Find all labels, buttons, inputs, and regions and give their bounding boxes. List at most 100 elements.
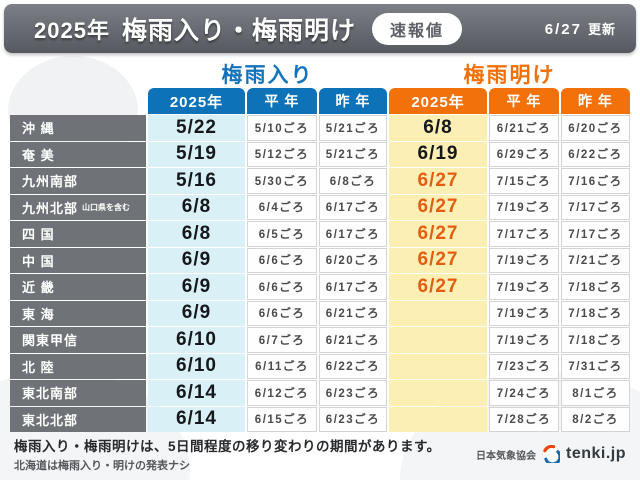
header-year: 2025年 bbox=[34, 17, 110, 43]
region-label: 東北南部 bbox=[22, 386, 79, 402]
rainy-start-2025-cell: 6/10 bbox=[148, 353, 245, 379]
rainy-end-average-cell: 7/19ごろ bbox=[489, 247, 559, 273]
rainy-start-lastyear-cell: 6/22ごろ bbox=[319, 353, 387, 379]
page-title: 梅雨入り・梅雨明け bbox=[121, 16, 356, 45]
rainy-season-table: 梅雨入り 梅雨明け 2025年 平 年 昨 年 2025年 平 年 昨 年 沖 … bbox=[10, 61, 630, 432]
rainy-end-2025-cell bbox=[389, 327, 487, 353]
rainy-end-lastyear-cell: 7/18ごろ bbox=[561, 327, 630, 353]
rainy-start-2025-cell: 6/9 bbox=[148, 274, 245, 300]
region-label: 中 国 bbox=[22, 253, 55, 269]
region-cell: 東 海 bbox=[10, 300, 146, 326]
rainy-start-2025-cell: 6/8 bbox=[148, 194, 245, 220]
rainy-start-2025-cell: 6/14 bbox=[148, 380, 245, 406]
updated-date: 6/27 更新 bbox=[545, 19, 616, 38]
footnote-hokkaido: 北海道は梅雨入り・明けの発表ナシ bbox=[14, 460, 190, 472]
col-header-in-avg: 平 年 bbox=[247, 88, 317, 114]
footer: 梅雨入り・梅雨明けは、5日間程度の移り変わりの期間があります。 北海道は梅雨入り… bbox=[14, 433, 630, 475]
region-label: 北 陸 bbox=[22, 359, 55, 375]
rainy-start-2025-cell: 6/9 bbox=[148, 247, 245, 273]
brand-name: tenki.jp bbox=[565, 445, 626, 462]
rainy-end-average-cell: 6/29ごろ bbox=[489, 141, 559, 167]
brand-block: 日本気象協会 tenki.jp bbox=[476, 445, 630, 463]
region-cell: 東北北部 bbox=[10, 406, 146, 432]
rainy-end-average-cell: 7/19ごろ bbox=[489, 327, 559, 353]
rainy-start-average-cell: 6/4ごろ bbox=[247, 194, 317, 220]
rainy-end-lastyear-cell: 7/16ごろ bbox=[561, 168, 630, 194]
agency-label: 日本気象協会 bbox=[475, 450, 536, 462]
region-label: 九州北部 bbox=[22, 200, 79, 216]
rainy-end-2025-cell bbox=[389, 300, 487, 326]
rainy-start-lastyear-cell: 6/17ごろ bbox=[319, 274, 387, 300]
group-title-rainy-start: 梅雨入り bbox=[221, 64, 314, 87]
rainy-end-2025-cell: 6/27 bbox=[389, 247, 487, 273]
region-cell: 北 陸 bbox=[10, 353, 146, 379]
col-header-in-last: 昨 年 bbox=[319, 88, 387, 114]
rainy-start-2025-cell: 6/9 bbox=[148, 300, 245, 326]
region-cell: 九州北部 山口県を含む bbox=[10, 194, 146, 220]
rainy-start-average-cell: 5/10ごろ bbox=[247, 115, 317, 141]
rainy-start-2025-cell: 5/22 bbox=[148, 115, 245, 141]
rainy-end-average-cell: 7/28ごろ bbox=[489, 406, 559, 432]
rainy-end-2025-cell: 6/19 bbox=[389, 141, 487, 167]
region-label: 東北北部 bbox=[22, 412, 79, 428]
header-bar: 2025年 梅雨入り・梅雨明け 速報値 6/27 更新 bbox=[4, 4, 636, 53]
rainy-end-average-cell: 6/21ごろ bbox=[489, 115, 559, 141]
updated-label: 更新 bbox=[587, 22, 616, 37]
tenki-jp-logo-icon bbox=[542, 445, 560, 463]
rainy-start-lastyear-cell: 6/17ごろ bbox=[319, 194, 387, 220]
rainy-start-lastyear-cell: 6/8ごろ bbox=[319, 168, 387, 194]
col-header-in-2025: 2025年 bbox=[148, 88, 245, 114]
rainy-start-2025-cell: 6/14 bbox=[148, 406, 245, 432]
region-cell: 四 国 bbox=[10, 221, 146, 247]
rainy-end-average-cell: 7/19ごろ bbox=[489, 194, 559, 220]
rainy-end-2025-cell bbox=[389, 406, 487, 432]
rainy-start-2025-cell: 6/8 bbox=[148, 221, 245, 247]
rainy-start-2025-cell: 5/16 bbox=[148, 168, 245, 194]
region-cell: 関東甲信 bbox=[10, 327, 146, 353]
region-cell: 東北南部 bbox=[10, 380, 146, 406]
region-label: 沖 縄 bbox=[22, 121, 55, 137]
region-label: 四 国 bbox=[22, 227, 55, 243]
rainy-end-lastyear-cell: 6/20ごろ bbox=[561, 115, 630, 141]
rainy-start-average-cell: 6/6ごろ bbox=[247, 274, 317, 300]
region-label: 九州南部 bbox=[22, 174, 79, 190]
rainy-start-2025-cell: 5/19 bbox=[148, 141, 245, 167]
rainy-start-average-cell: 6/6ごろ bbox=[247, 300, 317, 326]
footnote-transition-period: 梅雨入り・梅雨明けは、5日間程度の移り変わりの期間があります。 bbox=[14, 439, 441, 454]
rainy-end-average-cell: 7/15ごろ bbox=[489, 168, 559, 194]
rainy-start-average-cell: 6/7ごろ bbox=[247, 327, 317, 353]
rainy-start-average-cell: 6/15ごろ bbox=[247, 406, 317, 432]
rainy-end-2025-cell bbox=[389, 353, 487, 379]
spacer bbox=[10, 61, 146, 87]
rainy-end-lastyear-cell: 8/1ごろ bbox=[561, 380, 630, 406]
col-header-out-2025: 2025年 bbox=[389, 88, 487, 114]
rainy-end-lastyear-cell: 8/2ごろ bbox=[561, 406, 630, 432]
rainy-end-average-cell: 7/24ごろ bbox=[489, 380, 559, 406]
table-area: 梅雨入り 梅雨明け 2025年 平 年 昨 年 2025年 平 年 昨 年 沖 … bbox=[10, 61, 630, 432]
region-cell: 沖 縄 bbox=[10, 115, 146, 141]
flash-report-badge: 速報値 bbox=[371, 12, 462, 45]
rainy-end-2025-cell: 6/27 bbox=[389, 194, 487, 220]
rainy-start-average-cell: 6/12ごろ bbox=[247, 380, 317, 406]
group-title-rainy-end: 梅雨明け bbox=[463, 64, 556, 87]
region-cell: 九州南部 bbox=[10, 168, 146, 194]
rainy-end-lastyear-cell: 7/18ごろ bbox=[561, 274, 630, 300]
rainy-end-2025-cell: 6/27 bbox=[389, 274, 487, 300]
rainy-start-2025-cell: 6/10 bbox=[148, 327, 245, 353]
rainy-start-lastyear-cell: 6/21ごろ bbox=[319, 300, 387, 326]
spacer bbox=[10, 88, 146, 114]
rainy-end-average-cell: 7/19ごろ bbox=[489, 274, 559, 300]
footer-notes: 梅雨入り・梅雨明けは、5日間程度の移り変わりの期間があります。 北海道は梅雨入り… bbox=[14, 435, 441, 473]
rainy-end-2025-cell: 6/8 bbox=[389, 115, 487, 141]
rainy-start-average-cell: 5/30ごろ bbox=[247, 168, 317, 194]
rainy-start-average-cell: 5/12ごろ bbox=[247, 141, 317, 167]
rainy-start-lastyear-cell: 6/20ごろ bbox=[319, 247, 387, 273]
region-label: 東 海 bbox=[22, 306, 55, 322]
rainy-start-average-cell: 6/5ごろ bbox=[247, 221, 317, 247]
region-note: 山口県を含む bbox=[82, 202, 131, 212]
rainy-start-lastyear-cell: 5/21ごろ bbox=[319, 141, 387, 167]
rainy-start-lastyear-cell: 6/17ごろ bbox=[319, 221, 387, 247]
rainy-end-average-cell: 7/23ごろ bbox=[489, 353, 559, 379]
rainy-start-average-cell: 6/6ごろ bbox=[247, 247, 317, 273]
rainy-end-lastyear-cell: 6/22ごろ bbox=[561, 141, 630, 167]
